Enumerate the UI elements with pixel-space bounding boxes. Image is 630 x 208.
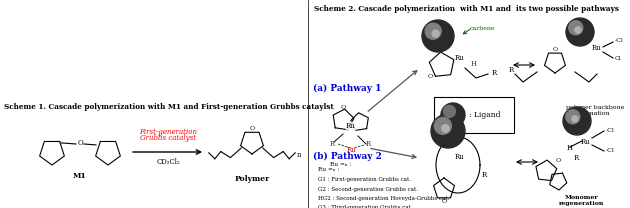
Circle shape: [566, 18, 594, 46]
Text: G1 : First-generation Grubbs cat.: G1 : First-generation Grubbs cat.: [318, 177, 411, 182]
Text: O: O: [553, 47, 558, 52]
Text: Ru =ₙ :: Ru =ₙ :: [330, 162, 352, 167]
Text: Scheme 2. Cascade polymerization  with M1 and  its two possible pathways: Scheme 2. Cascade polymerization with M1…: [314, 5, 619, 13]
Text: O: O: [427, 73, 433, 78]
Text: O: O: [249, 126, 255, 131]
Circle shape: [575, 27, 581, 33]
Text: : Ligand: : Ligand: [469, 111, 500, 119]
Text: First-generation: First-generation: [139, 128, 197, 136]
Text: R: R: [492, 69, 497, 77]
Circle shape: [444, 105, 455, 117]
Circle shape: [435, 117, 452, 134]
Text: R: R: [573, 154, 578, 162]
Circle shape: [563, 107, 591, 135]
Text: G2 : Second-generation Grubbs cat.: G2 : Second-generation Grubbs cat.: [318, 187, 418, 192]
Text: O: O: [340, 105, 346, 110]
Text: H: H: [567, 144, 573, 152]
Text: Ru =ₙ :: Ru =ₙ :: [318, 167, 340, 172]
Circle shape: [431, 114, 465, 148]
Text: HG2 : Second-generation Hoveyda-Grubbs cat.: HG2 : Second-generation Hoveyda-Grubbs c…: [318, 196, 449, 201]
FancyBboxPatch shape: [434, 97, 514, 133]
Circle shape: [432, 30, 439, 37]
Text: G3 : Third-generation Grubbs cat.: G3 : Third-generation Grubbs cat.: [318, 206, 413, 208]
Text: R: R: [508, 66, 513, 74]
Text: (a) Pathway 1: (a) Pathway 1: [313, 83, 382, 93]
Text: Ru: Ru: [455, 54, 465, 62]
Text: -Cl: -Cl: [606, 128, 615, 132]
Text: CD₂Cl₂: CD₂Cl₂: [156, 158, 180, 166]
Text: (b) Pathway 2: (b) Pathway 2: [313, 151, 382, 161]
Text: Ru: Ru: [581, 138, 591, 146]
Text: R: R: [329, 140, 335, 148]
Circle shape: [425, 23, 441, 39]
Text: Ru: Ru: [347, 146, 357, 154]
Circle shape: [569, 21, 583, 35]
Text: M1: M1: [73, 172, 87, 180]
Text: Cl: Cl: [615, 56, 622, 61]
Text: R: R: [365, 140, 370, 148]
Text: -Cl: -Cl: [606, 147, 615, 152]
Text: n: n: [296, 151, 301, 158]
Text: Grubbs catalyst: Grubbs catalyst: [140, 134, 196, 142]
Text: Ru: Ru: [592, 44, 602, 52]
Text: R: R: [481, 171, 486, 179]
Circle shape: [441, 103, 465, 127]
Text: polymer backbone
formation: polymer backbone formation: [566, 105, 624, 116]
Text: Ru: Ru: [346, 122, 356, 130]
Circle shape: [566, 110, 580, 124]
Text: H: H: [471, 60, 477, 68]
Text: Monomer
regeneration: Monomer regeneration: [559, 195, 605, 206]
Text: carbene: carbene: [469, 26, 495, 31]
Text: -Cl: -Cl: [615, 38, 624, 43]
Circle shape: [572, 116, 578, 122]
Text: O: O: [442, 199, 447, 204]
Text: Ru: Ru: [455, 153, 465, 161]
Text: Scheme 1. Cascade polymerization with M1 and First-generation Grubbs cataylst: Scheme 1. Cascade polymerization with M1…: [4, 103, 334, 111]
Text: O: O: [77, 139, 83, 147]
Circle shape: [442, 125, 449, 132]
Circle shape: [422, 20, 454, 52]
Text: O: O: [556, 158, 561, 163]
Text: Polymer: Polymer: [234, 175, 270, 183]
